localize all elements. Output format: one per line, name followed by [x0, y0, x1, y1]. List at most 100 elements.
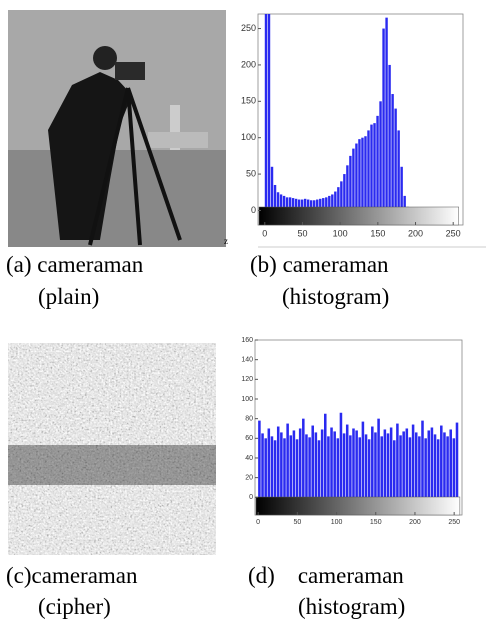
bar — [342, 433, 346, 498]
bar — [367, 130, 370, 211]
bar — [346, 165, 349, 211]
bar — [264, 14, 268, 211]
bar — [405, 428, 409, 498]
bar — [393, 440, 396, 498]
bar — [411, 424, 415, 498]
bar — [414, 432, 418, 498]
bar — [388, 64, 391, 211]
x-tick-label: 0 — [262, 228, 267, 238]
bar — [258, 420, 261, 498]
bar — [449, 429, 452, 498]
bar — [361, 137, 364, 211]
bar — [330, 427, 333, 498]
bar — [373, 123, 376, 211]
bars — [258, 412, 459, 498]
caption: (a) cameraman — [6, 252, 144, 277]
bar — [352, 428, 355, 498]
cameraman-image — [8, 10, 226, 247]
bar — [308, 437, 311, 498]
bar — [289, 435, 293, 498]
bar — [443, 432, 446, 498]
bar — [367, 439, 371, 498]
x-tick-label: 50 — [293, 519, 301, 526]
caption: (c)cameraman — [6, 563, 138, 588]
bar — [292, 430, 296, 498]
bar — [328, 195, 331, 211]
x-tick-label: 250 — [448, 519, 460, 526]
bar — [436, 439, 440, 498]
caption: (d) cameraman — [248, 563, 404, 588]
y-tick-label: 50 — [246, 168, 256, 178]
y-tick-label: 100 — [241, 396, 253, 403]
bar — [358, 139, 361, 211]
y-tick-label: 40 — [245, 455, 253, 462]
bar — [319, 198, 322, 211]
stray-mark: z — [224, 236, 228, 246]
bar — [334, 191, 337, 211]
bar — [371, 426, 374, 498]
bar — [345, 424, 349, 498]
bar — [383, 429, 387, 498]
bars — [264, 14, 409, 211]
bar — [273, 440, 277, 498]
bar — [364, 434, 368, 498]
bar — [267, 14, 271, 211]
y-tick-label: 120 — [241, 376, 253, 383]
bar — [339, 412, 343, 498]
bar — [385, 17, 388, 211]
bar — [322, 198, 325, 211]
y-tick-label: 0 — [251, 205, 256, 215]
bar — [455, 422, 459, 498]
caption: (histogram) — [298, 594, 405, 619]
bar — [374, 432, 377, 498]
bar — [361, 421, 365, 498]
x-tick-label: 200 — [409, 519, 421, 526]
bar — [317, 440, 321, 498]
colorbar — [255, 496, 461, 516]
y-tick-label: 100 — [241, 132, 256, 142]
bar — [300, 199, 304, 211]
y-tick-label: 140 — [241, 357, 253, 364]
bar — [313, 200, 316, 211]
bar — [358, 437, 362, 498]
bar — [325, 197, 328, 211]
bar — [427, 430, 431, 498]
y-tick-label: 60 — [245, 435, 253, 442]
bar — [282, 195, 286, 211]
bar — [302, 418, 305, 498]
bar — [421, 420, 424, 498]
bar — [336, 438, 340, 498]
bar — [382, 28, 385, 211]
bar — [389, 427, 393, 498]
bar — [386, 433, 390, 498]
bar — [305, 434, 308, 498]
bar — [288, 197, 292, 211]
x-tick-label: 200 — [408, 228, 423, 238]
cipher-image — [8, 343, 216, 555]
bar — [418, 436, 421, 498]
bar — [370, 124, 373, 211]
bar — [310, 200, 313, 211]
y-tick-label: 200 — [241, 59, 256, 69]
bar — [276, 192, 280, 211]
bar — [403, 195, 406, 211]
bar — [400, 166, 403, 211]
caption: (b) cameraman — [250, 252, 389, 277]
bar — [324, 413, 327, 498]
y-tick-label: 80 — [245, 415, 253, 422]
bar — [264, 438, 267, 498]
bar — [355, 143, 358, 211]
bar — [298, 428, 302, 498]
bar — [314, 432, 318, 498]
bar — [276, 426, 280, 498]
bar — [408, 437, 412, 498]
bar — [327, 436, 330, 498]
bar — [430, 427, 434, 498]
bar — [446, 436, 449, 498]
bar — [280, 432, 283, 498]
bar — [352, 148, 355, 211]
bar — [267, 428, 271, 498]
caption: (plain) — [38, 284, 99, 309]
bar — [331, 194, 334, 211]
bar — [306, 199, 310, 211]
